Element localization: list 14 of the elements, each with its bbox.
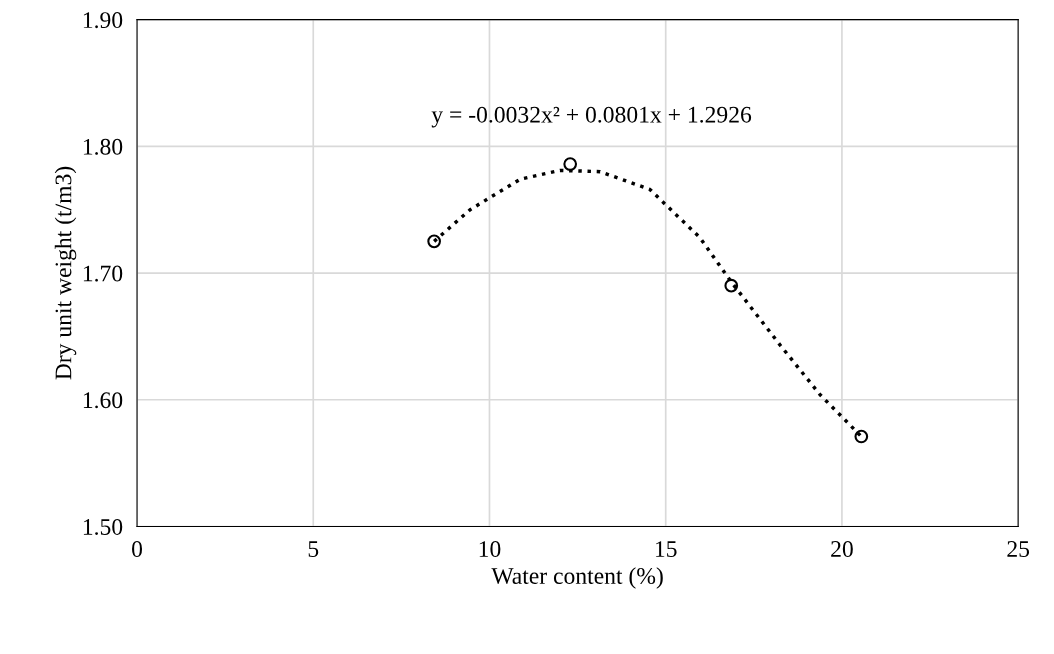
x-tick-label: 20 [831, 541, 853, 557]
y-axis-title: Dry unit weight (t/m3) [54, 166, 77, 380]
x-tick-label: 25 [1007, 541, 1030, 557]
annotation: y = -0.0032x² + 0.0801x + 1.2926 [431, 106, 752, 128]
y-tick-label: 1.90 [83, 12, 123, 29]
y-tick-label: 1.60 [83, 392, 123, 409]
x-tick-label: 5 [308, 541, 319, 557]
x-tick-label: 10 [479, 541, 501, 557]
x-tick-label: 15 [655, 541, 677, 557]
y-tick-label: 1.50 [83, 518, 123, 535]
x-axis-title: Water content (%) [491, 567, 663, 589]
y-tick-label: 1.70 [83, 265, 123, 282]
x-tick-label: 0 [132, 541, 143, 557]
y-tick-label: 1.80 [83, 138, 123, 155]
